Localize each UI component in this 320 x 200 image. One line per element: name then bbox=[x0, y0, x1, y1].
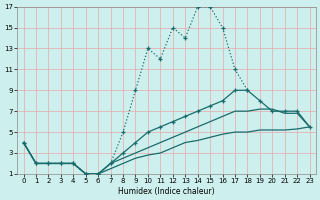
X-axis label: Humidex (Indice chaleur): Humidex (Indice chaleur) bbox=[118, 187, 215, 196]
